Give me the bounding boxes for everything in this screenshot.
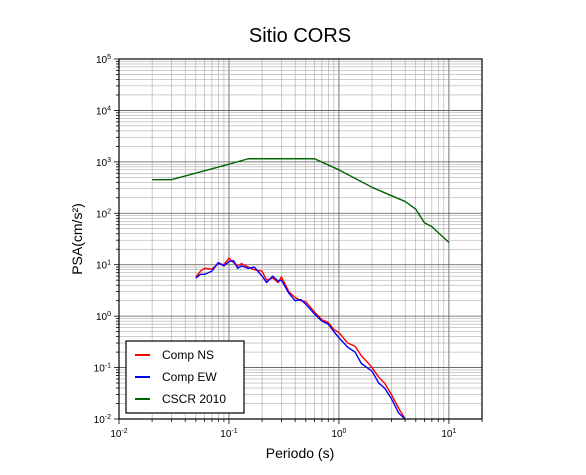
y-axis-label: PSA(cm/s²) bbox=[69, 203, 85, 275]
x-tick-label: 10-2 bbox=[110, 428, 127, 440]
y-tick-label: 103 bbox=[96, 157, 111, 169]
chart-title: Sitio CORS bbox=[249, 25, 351, 47]
x-tick-labels: 10-2 10-1 100 101 bbox=[110, 428, 456, 440]
x-tick-label: 101 bbox=[441, 428, 456, 440]
legend-label-1: Comp EW bbox=[162, 370, 217, 384]
x-tick-label: 10-1 bbox=[220, 428, 237, 440]
y-tick-label: 104 bbox=[96, 105, 111, 117]
y-tick-label: 100 bbox=[96, 311, 111, 323]
series-line-0 bbox=[195, 257, 406, 419]
series-line-2 bbox=[152, 158, 450, 244]
y-tick-label: 10-2 bbox=[94, 414, 111, 426]
y-tick-label: 102 bbox=[96, 208, 111, 220]
series-line-1 bbox=[195, 259, 406, 419]
x-tick-label: 100 bbox=[331, 428, 346, 440]
y-tick-label: 101 bbox=[96, 260, 111, 272]
y-tick-label: 105 bbox=[96, 54, 111, 66]
legend-label-2: CSCR 2010 bbox=[162, 392, 226, 406]
y-tick-label: 10-1 bbox=[94, 363, 111, 375]
plot-frame bbox=[118, 58, 483, 420]
grid-lines bbox=[118, 58, 483, 420]
legend: Comp NS Comp EW CSCR 2010 bbox=[125, 340, 245, 414]
ticks-layer bbox=[114, 58, 483, 424]
series-layer bbox=[152, 158, 450, 419]
x-axis-label: Periodo (s) bbox=[266, 445, 334, 461]
legend-box bbox=[125, 340, 245, 414]
legend-label-0: Comp NS bbox=[162, 348, 214, 362]
y-tick-labels: 10-2 10-1 100 101 102 103 104 105 bbox=[94, 54, 111, 426]
